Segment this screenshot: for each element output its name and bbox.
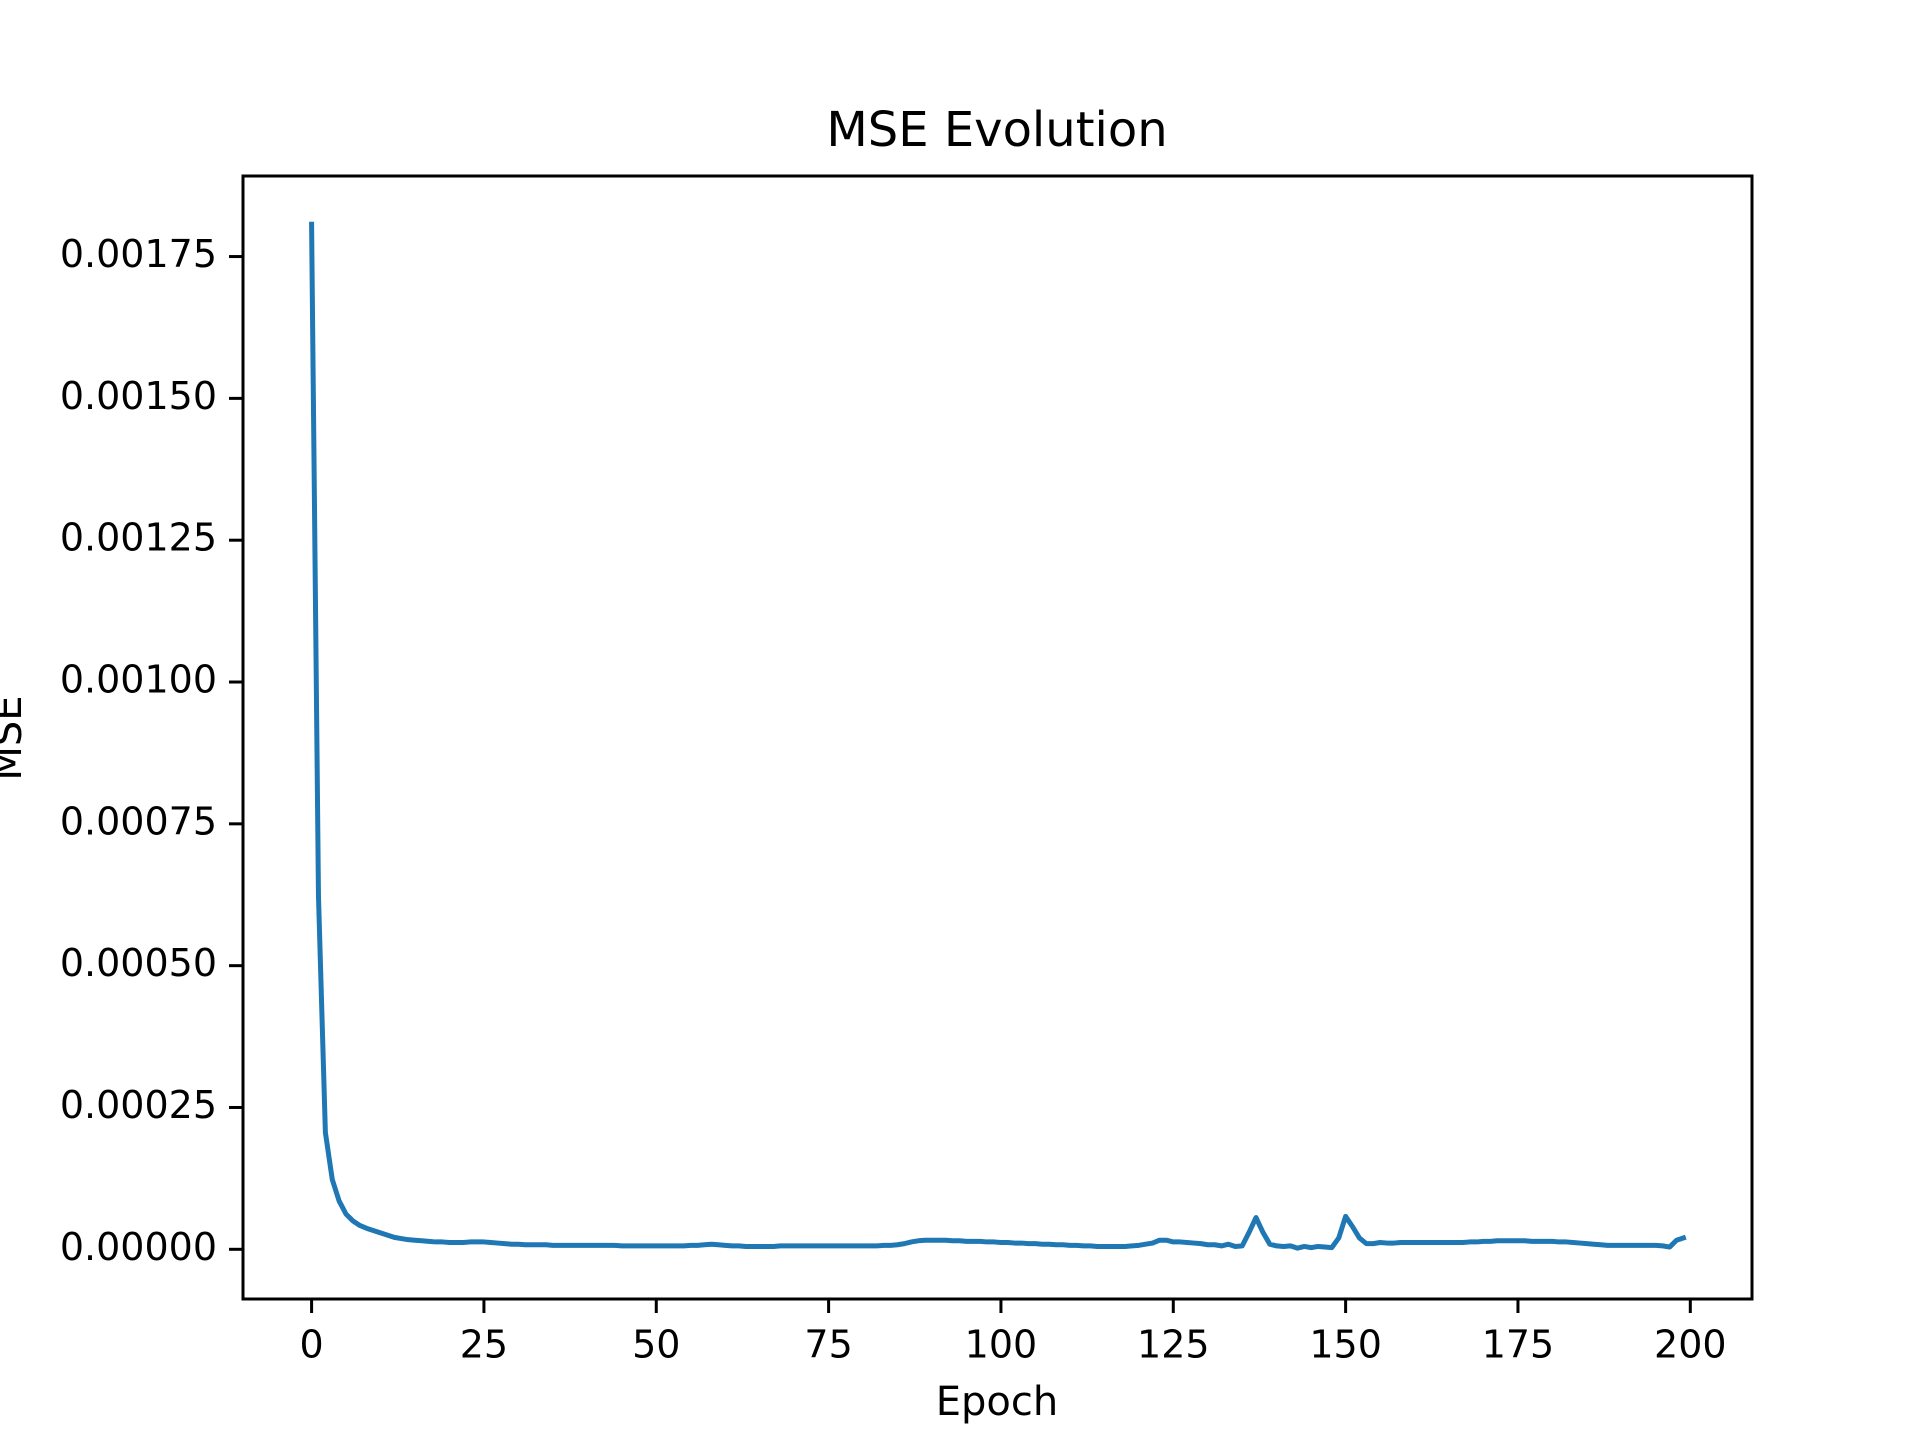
y-axis-label: MSE [0,695,31,780]
y-tick-label: 0.00025 [60,1083,217,1127]
x-tick-label: 75 [804,1323,852,1367]
y-tick-label: 0.00100 [60,658,217,702]
y-tick-label: 0.00175 [60,232,217,276]
x-axis-label: Epoch [936,1379,1058,1425]
y-tick-label: 0.00125 [60,516,217,560]
plot-frame [241,174,1754,1301]
x-tick-label: 100 [965,1323,1038,1367]
x-tick-label: 150 [1309,1323,1382,1367]
x-tick-label: 25 [460,1323,508,1367]
y-tick-label: 0.00075 [60,799,217,843]
x-tick-label: 175 [1482,1323,1555,1367]
y-tick-label: 0.00050 [60,941,217,985]
x-tick-label: 125 [1137,1323,1210,1367]
x-tick-label: 0 [299,1323,323,1367]
y-tick-label: 0.00150 [60,374,217,418]
chart-title: MSE Evolution [826,102,1167,158]
y-tick-label: 0.00000 [60,1225,217,1269]
x-tick-label: 50 [632,1323,680,1367]
x-tick-label: 200 [1654,1323,1727,1367]
data-line [309,221,1687,1251]
